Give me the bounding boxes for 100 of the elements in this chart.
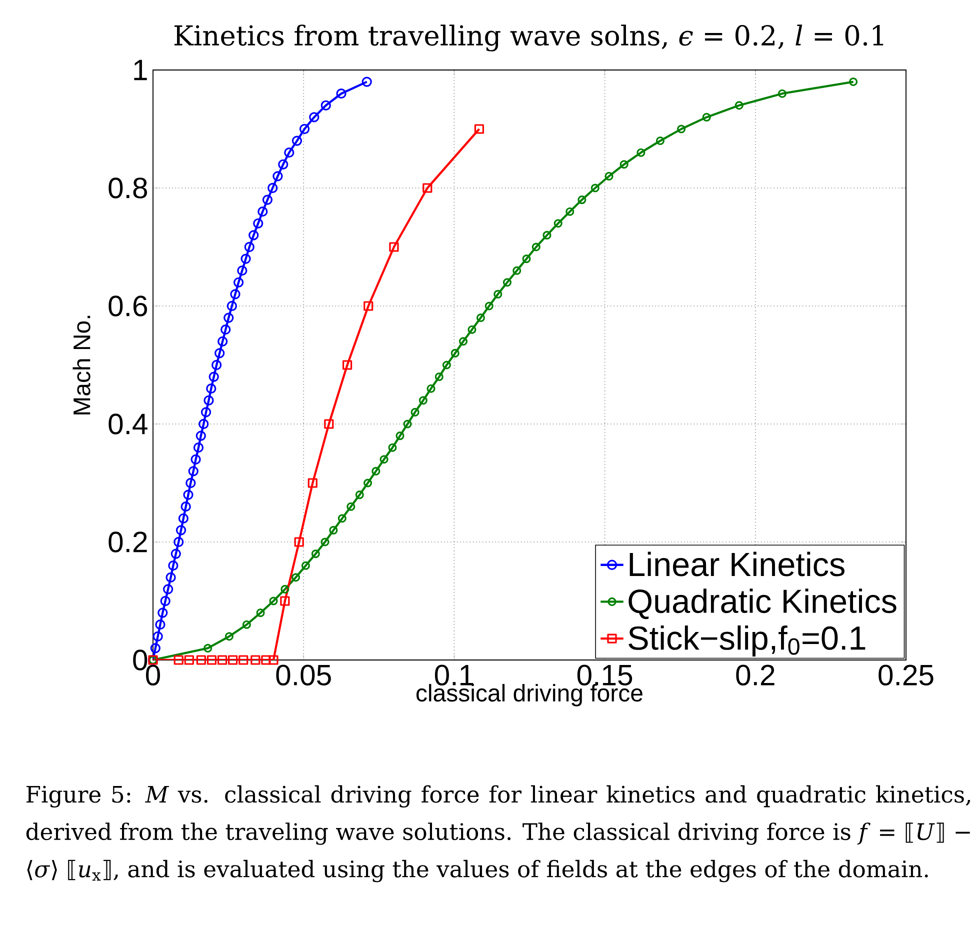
legend-label: Stick−slip,f$_{0}$=0.1 [628,625,866,657]
point [211,360,222,370]
point [442,360,451,370]
point [198,418,209,430]
point [170,548,181,559]
point [410,408,420,416]
point [238,655,248,665]
point [176,525,186,536]
chart-title: Kinetics from travelling wave solns, ϵ = 0.2, l = 0.1 [174,24,884,52]
point [656,136,664,146]
point [363,478,372,488]
point [250,655,260,665]
point [309,112,320,122]
point [269,596,278,606]
point [168,560,178,571]
point [311,550,320,558]
point [450,348,460,358]
point [294,537,304,547]
point [228,655,238,665]
point [677,124,686,134]
point [284,148,294,158]
x-tick-label: 0.15 [577,664,632,686]
point [184,655,194,665]
point [280,584,290,594]
point [220,324,231,335]
point [163,584,174,594]
point [206,384,216,394]
point [158,608,168,618]
point [329,526,338,534]
point [160,596,170,606]
point [150,643,160,654]
point [372,466,380,476]
point [237,266,248,276]
point [301,561,310,570]
y-tick-label: 0.4 [108,414,148,434]
x-tick-label: 0.05 [276,664,331,686]
point [242,620,251,629]
x-tick-label: 0.2 [736,664,774,686]
point [256,608,265,618]
point [422,183,432,193]
point [336,88,346,99]
point [342,360,352,370]
point [324,419,334,429]
point [178,513,188,524]
point [778,89,786,98]
point [278,159,288,170]
point [244,242,254,252]
point [174,536,184,548]
point [224,632,234,641]
point [566,207,574,216]
point [268,655,278,665]
point [636,148,646,157]
point [262,194,273,205]
legend-label: Quadratic Kinetics [628,588,896,620]
y-tick-label: 0.2 [108,532,147,552]
point [403,420,412,428]
point [292,136,302,146]
point [474,124,484,134]
point [226,300,237,312]
point [458,337,468,346]
point [248,230,259,240]
point [180,502,191,512]
point [380,455,388,464]
point [418,396,428,405]
point [362,76,372,87]
point [308,478,318,488]
point [484,302,494,310]
point [208,372,219,382]
y-tick-label: 0.6 [108,296,148,316]
point [253,218,264,228]
point [396,432,404,440]
point [620,160,628,169]
point [702,112,711,122]
point [206,655,217,665]
point [280,596,290,606]
point [389,242,399,252]
point [434,372,444,382]
point [183,490,194,500]
point [166,572,176,582]
point [502,278,512,287]
point [218,336,228,346]
text: Figure 5: M vs. classical driving force for linear kinetics and quadratic kinetics, derived from the traveling wave solutions. The classical driving force is f = ⟦U⟧ − ⟨σ⟩ ⟦u$_{x}$⟧, and is evaluated using the values of fields at the edges of the domain. [26,785,970,882]
y-tick-label: 0 [133,650,148,670]
point [240,254,251,264]
point [578,196,586,204]
point [204,644,212,652]
point [426,384,436,393]
point [268,182,278,194]
point [272,171,283,182]
point [346,502,356,511]
point [299,124,310,134]
point [188,466,198,476]
point [233,277,244,288]
point [174,655,184,665]
point [388,443,397,452]
point [258,206,268,217]
point [590,184,600,192]
point [292,573,300,582]
point [355,490,364,500]
point [224,312,234,323]
